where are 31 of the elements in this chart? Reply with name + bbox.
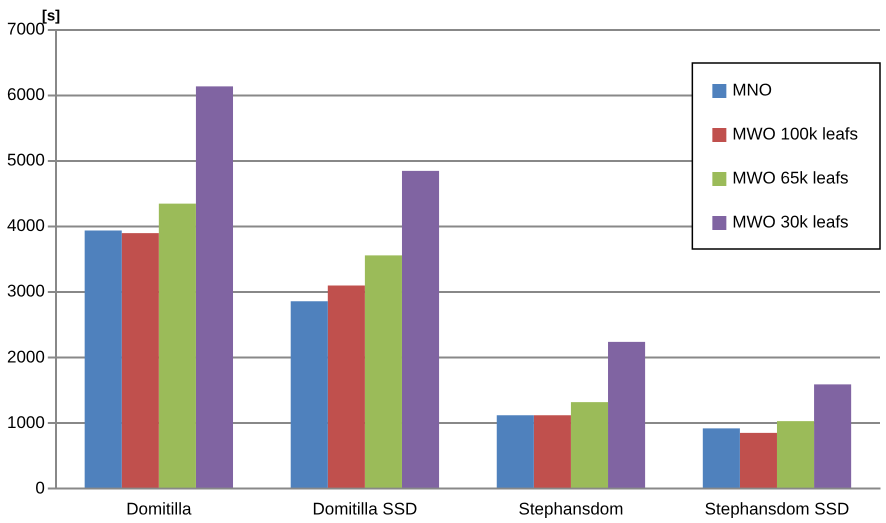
bar: [84, 230, 122, 488]
y-tick-label: 3000: [6, 282, 45, 301]
y-tick-label: 0: [35, 478, 45, 498]
bar: [702, 428, 740, 488]
bar: [814, 384, 852, 488]
y-tick-label: 1000: [6, 412, 45, 432]
bar: [534, 415, 571, 488]
bar: [158, 204, 196, 488]
legend-label: MNO: [732, 80, 772, 100]
y-tick-label: 5000: [6, 150, 45, 170]
x-tick-label: Stephansdom: [518, 499, 624, 518]
bar: [402, 170, 440, 488]
legend-label: MWO 65k leafs: [732, 168, 849, 188]
bar: [196, 86, 234, 488]
bar: [290, 301, 328, 488]
bar: [122, 233, 159, 488]
bar: [328, 286, 365, 488]
bar: [570, 402, 608, 488]
x-tick-label: Domitilla SSD: [312, 499, 418, 518]
legend-label: MWO 30k leafs: [732, 212, 849, 232]
x-tick-label: Stephansdom SSD: [704, 499, 850, 518]
y-tick-label: 6000: [6, 85, 45, 104]
bar: [740, 432, 777, 488]
legend-label: MWO 100k leafs: [732, 124, 858, 144]
y-tick-label: 2000: [6, 347, 45, 366]
bar: [364, 255, 402, 488]
bar: [608, 342, 646, 488]
y-tick-label: 4000: [6, 216, 45, 236]
x-tick-label: Domitilla: [126, 499, 192, 518]
bar: [776, 421, 814, 488]
bar: [496, 415, 534, 488]
